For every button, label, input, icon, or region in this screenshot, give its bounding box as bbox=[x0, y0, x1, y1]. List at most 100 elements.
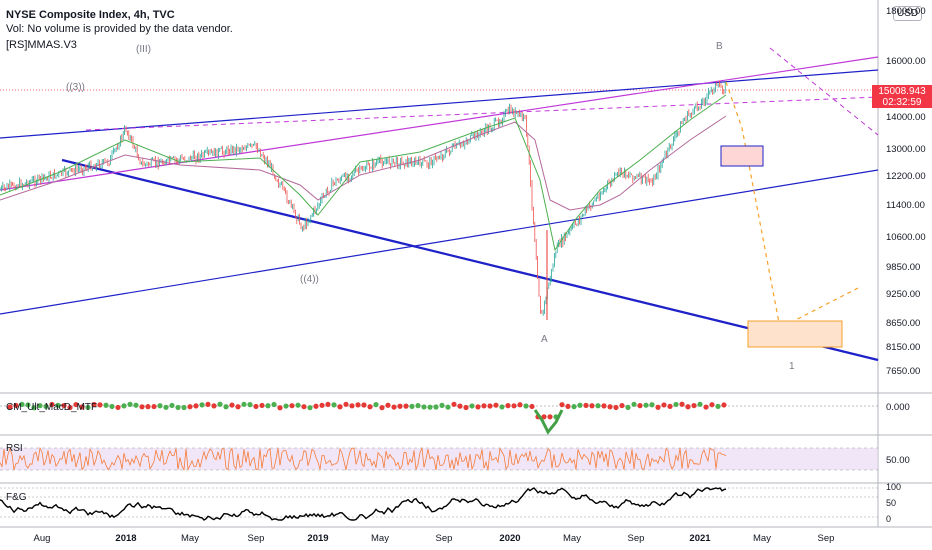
price-tick-label: 9850.00 bbox=[886, 262, 920, 273]
macd-dot bbox=[487, 403, 493, 409]
macd-dot bbox=[709, 402, 715, 408]
macd-dot bbox=[241, 401, 247, 407]
macd-dot bbox=[163, 404, 169, 410]
macd-dot bbox=[331, 402, 337, 408]
macd-dot bbox=[349, 403, 355, 409]
macd-dot bbox=[91, 401, 97, 408]
macd-dot bbox=[385, 402, 391, 408]
macd-dot bbox=[43, 403, 49, 410]
wave-label: 1 bbox=[789, 361, 795, 372]
macd-dot bbox=[109, 403, 115, 410]
macd-dot bbox=[541, 414, 547, 420]
macd-dot bbox=[499, 404, 505, 410]
projection-path bbox=[720, 81, 859, 348]
macd-dot bbox=[259, 402, 265, 409]
indicator-name[interactable]: [RS]MMAS.V3 bbox=[6, 39, 77, 51]
chart-title: NYSE Composite Index, 4h, TVC bbox=[6, 9, 175, 21]
macd-dot bbox=[505, 403, 511, 409]
macd-label[interactable]: CM_Ult_MacD_MTF bbox=[6, 402, 98, 413]
macd-dot bbox=[85, 404, 91, 411]
macd-dot bbox=[337, 404, 343, 410]
macd-dot bbox=[49, 401, 55, 408]
macd-dot bbox=[319, 402, 325, 408]
time-tick-label: Aug bbox=[34, 533, 51, 544]
macd-dot bbox=[295, 402, 301, 408]
macd-pane bbox=[0, 401, 878, 435]
candlestick-series bbox=[0, 80, 726, 320]
time-tick-label: 2018 bbox=[115, 533, 136, 544]
macd-dot bbox=[151, 403, 157, 410]
macd-dot bbox=[649, 402, 655, 408]
macd-dot bbox=[211, 403, 217, 409]
macd-dot bbox=[301, 404, 307, 410]
bar-countdown: 02:32:59 bbox=[882, 97, 922, 108]
time-tick-label: Sep bbox=[818, 533, 835, 544]
macd-dot bbox=[277, 405, 283, 411]
macd-dot bbox=[493, 402, 499, 408]
macd-dot bbox=[97, 402, 103, 408]
macd-dot bbox=[469, 403, 475, 409]
macd-dot bbox=[253, 403, 259, 410]
wave-label: B bbox=[716, 41, 723, 52]
projection-line bbox=[725, 81, 859, 329]
macd-dot bbox=[199, 402, 205, 408]
macd-dot bbox=[133, 402, 139, 408]
macd-dot bbox=[679, 401, 685, 407]
macd-dot bbox=[229, 402, 235, 408]
rsi-label[interactable]: RSI bbox=[6, 443, 23, 454]
macd-dot bbox=[289, 403, 295, 409]
magenta-dashed-diagonal bbox=[769, 47, 879, 136]
price-tick-label: 16000.00 bbox=[886, 56, 926, 67]
moving-averages bbox=[0, 94, 727, 252]
macd-dot bbox=[643, 402, 649, 408]
macd-dot bbox=[721, 402, 727, 408]
macd-dot bbox=[613, 404, 619, 411]
macd-dot bbox=[439, 402, 445, 408]
price-axis: 18000.0016000.0015000.0014000.0013000.00… bbox=[886, 6, 926, 524]
last-price-badge: 15008.943 02:32:59 bbox=[872, 85, 932, 108]
fg-tick-label: 50 bbox=[886, 498, 896, 508]
macd-dot bbox=[73, 401, 79, 408]
price-tick-label: 13000.00 bbox=[886, 144, 926, 155]
price-tick-label: 8650.00 bbox=[886, 318, 920, 329]
macd-dot bbox=[583, 402, 589, 408]
macd-dot bbox=[271, 401, 277, 408]
time-tick-label: 2020 bbox=[499, 533, 520, 544]
wave-label: A bbox=[541, 334, 548, 345]
macd-dot bbox=[457, 403, 463, 409]
time-axis: Aug 2018 May Sep 2019 May Sep 2020 May Sep 2021 May… bbox=[34, 533, 835, 544]
macd-dot bbox=[325, 401, 331, 408]
wave-label: (III) bbox=[136, 44, 151, 55]
macd-dot bbox=[175, 404, 181, 411]
macd-tick-label: 0.000 bbox=[886, 402, 910, 413]
price-tick-label: 10600.00 bbox=[886, 232, 926, 243]
macd-dot bbox=[307, 405, 313, 411]
price-tick-label: 14000.00 bbox=[886, 112, 926, 123]
macd-dot bbox=[589, 403, 595, 409]
macd-dot bbox=[391, 404, 397, 410]
volume-note: Vol: No volume is provided by the data v… bbox=[6, 23, 233, 35]
macd-dot bbox=[355, 402, 361, 408]
ma-fast bbox=[0, 94, 727, 252]
macd-dot bbox=[223, 404, 229, 410]
macd-dot bbox=[283, 403, 289, 409]
macd-dot bbox=[607, 404, 613, 410]
lower-channel-line bbox=[0, 169, 879, 315]
macd-dot bbox=[247, 402, 253, 408]
macd-dot bbox=[565, 403, 571, 409]
macd-dot bbox=[547, 414, 553, 420]
time-tick-label: Sep bbox=[628, 533, 645, 544]
fg-label[interactable]: F&G bbox=[6, 492, 27, 503]
price-tick-label: 11400.00 bbox=[886, 200, 925, 211]
time-tick-label: May bbox=[181, 533, 199, 544]
currency-badge[interactable]: USD bbox=[893, 6, 923, 21]
macd-dot bbox=[403, 403, 409, 409]
wave-label: ((3)) bbox=[66, 82, 85, 93]
macd-dot bbox=[667, 403, 673, 409]
macd-dot bbox=[19, 401, 25, 408]
macd-dot bbox=[691, 402, 697, 409]
macd-dot bbox=[235, 404, 241, 410]
macd-dot bbox=[343, 401, 349, 407]
macd-dot bbox=[421, 404, 427, 410]
